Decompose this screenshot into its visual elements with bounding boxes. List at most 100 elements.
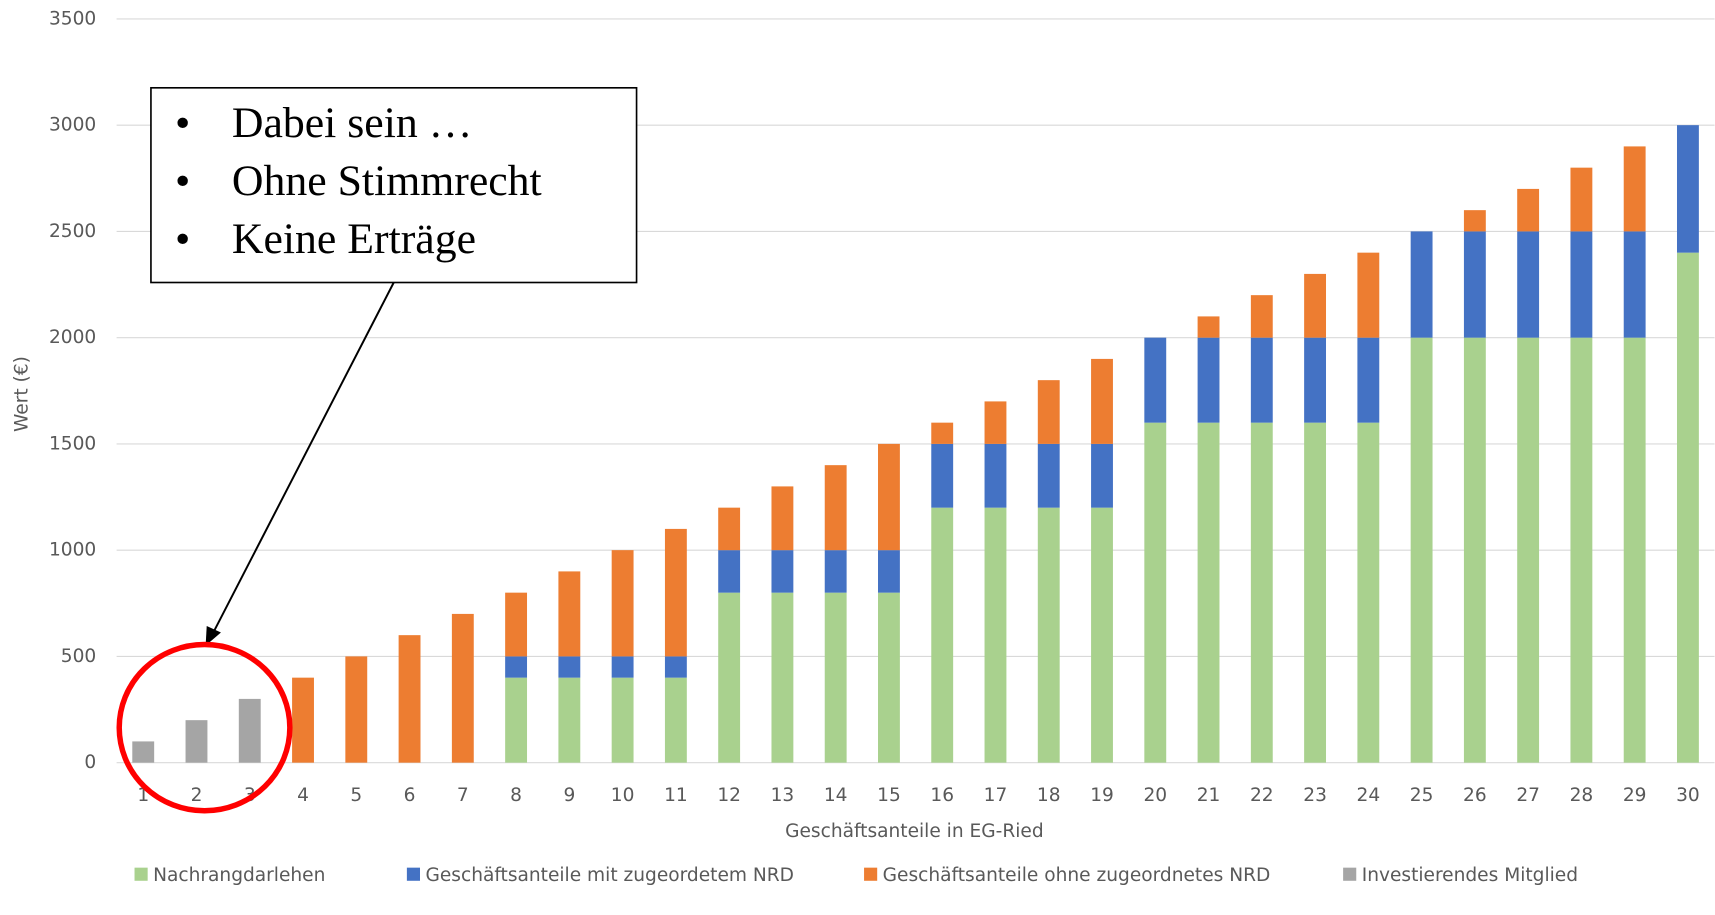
bar-segment xyxy=(505,656,528,678)
bar-segment xyxy=(878,550,900,593)
bar-segment xyxy=(984,401,1007,444)
bar-segment xyxy=(1250,337,1273,423)
y-tick-label: 2000 xyxy=(49,327,96,348)
annotation-bullet: • xyxy=(175,99,190,147)
bar-segment xyxy=(824,465,847,551)
bar-segment xyxy=(1410,231,1433,338)
legend-label: Investierendes Mitglied xyxy=(1362,865,1578,886)
bar-segment xyxy=(718,507,741,551)
x-tick-label: 14 xyxy=(824,785,848,806)
y-tick-label: 0 xyxy=(84,752,96,773)
bar-segment xyxy=(611,550,634,657)
arrow-head xyxy=(205,625,221,646)
bar-segment xyxy=(1144,337,1167,423)
bar-segment xyxy=(984,443,1007,508)
bar-segment xyxy=(1517,337,1540,763)
legend-swatch xyxy=(134,867,148,881)
bar-segment xyxy=(345,656,368,763)
annotation-bullet: • xyxy=(175,157,190,205)
bar-segment xyxy=(1463,231,1486,338)
bar-segment xyxy=(611,656,634,678)
bar-segment xyxy=(1304,337,1327,423)
x-tick-label: 10 xyxy=(611,785,635,806)
x-tick-label: 15 xyxy=(877,785,901,806)
x-tick-label: 2 xyxy=(191,785,203,806)
legend-swatch xyxy=(864,867,878,881)
x-tick-label: 5 xyxy=(350,785,362,806)
bar-segment xyxy=(505,677,528,763)
bar-segment xyxy=(1623,337,1646,763)
x-tick-label: 23 xyxy=(1303,785,1327,806)
x-tick-label: 28 xyxy=(1570,785,1594,806)
x-tick-label: 27 xyxy=(1516,785,1540,806)
x-tick-label: 24 xyxy=(1357,785,1381,806)
bar-segment xyxy=(1250,422,1273,763)
bar-segment xyxy=(931,443,954,508)
bar-segment xyxy=(771,592,794,763)
bar-segment xyxy=(931,507,954,763)
annotation-text: Ohne Stimmrecht xyxy=(232,157,542,205)
bar-segment xyxy=(664,677,687,763)
legend: Nachrangdarlehen Geschäftsanteile mit zug… xyxy=(134,865,1578,886)
bar-segment xyxy=(398,635,421,763)
bar-segment xyxy=(1463,210,1486,232)
bar-segment xyxy=(505,592,528,657)
bar-segment xyxy=(1410,337,1433,763)
legend-label: Nachrangdarlehen xyxy=(153,865,325,886)
bar-segment xyxy=(1250,295,1273,338)
bar-segment xyxy=(1517,231,1540,338)
x-tick-label: 17 xyxy=(984,785,1008,806)
bar-segment xyxy=(1676,252,1699,763)
bar-segment xyxy=(292,677,314,763)
x-tick-label: 26 xyxy=(1463,785,1487,806)
bar-segment xyxy=(238,698,261,763)
bar-segment xyxy=(611,677,634,763)
bar-segment xyxy=(185,720,208,763)
bar-segment xyxy=(1676,125,1699,253)
x-tick-label: 22 xyxy=(1250,785,1274,806)
bar-segment xyxy=(1623,231,1646,338)
x-tick-label: 4 xyxy=(297,785,309,806)
legend-label: Geschäftsanteile ohne zugeordnetes NRD xyxy=(883,865,1271,886)
x-tick-label: 29 xyxy=(1623,785,1647,806)
bar-segment xyxy=(1304,422,1327,763)
bar-segment xyxy=(1570,231,1593,338)
bar-segment xyxy=(771,550,794,593)
bar-segment xyxy=(771,486,794,551)
bar-segment xyxy=(1517,188,1540,232)
x-tick-label: 6 xyxy=(404,785,416,806)
bar-segment xyxy=(1091,507,1113,763)
bar-segment xyxy=(558,677,581,763)
annotation-text: Keine Erträge xyxy=(232,215,476,263)
bar-segment xyxy=(1037,507,1060,763)
bar-segment xyxy=(1304,273,1327,338)
x-tick-label: 1 xyxy=(137,785,149,806)
annotation-text: Dabei sein … xyxy=(232,99,473,147)
bar-segment xyxy=(1357,337,1380,423)
bar-segment xyxy=(1197,316,1220,338)
x-tick-label: 30 xyxy=(1676,785,1700,806)
highlight-circle xyxy=(116,641,293,814)
y-axis-label: Wert (€) xyxy=(11,356,32,432)
annotation: • Dabei sein … • Ohne Stimmrecht • Keine Ertr… xyxy=(116,86,638,814)
bar-segment xyxy=(931,422,954,444)
x-tick-label: 20 xyxy=(1143,785,1167,806)
bar-segment xyxy=(824,550,847,593)
bar-segment xyxy=(664,528,687,657)
bar-segment xyxy=(984,507,1007,763)
bar-segment xyxy=(664,656,687,678)
annotation-box xyxy=(150,86,638,284)
y-tick-label: 500 xyxy=(61,646,96,667)
bar-segment xyxy=(132,741,155,763)
bar-segment xyxy=(1463,337,1486,763)
y-tick-label: 1000 xyxy=(49,540,96,561)
annotation-bullet: • xyxy=(175,215,190,263)
bar-segment xyxy=(1091,358,1113,444)
bar-segment xyxy=(1091,443,1113,508)
x-axis-label: Geschäftsanteile in EG-Ried xyxy=(785,821,1044,842)
bar-segment xyxy=(451,613,474,763)
bar-segment xyxy=(1357,422,1380,763)
